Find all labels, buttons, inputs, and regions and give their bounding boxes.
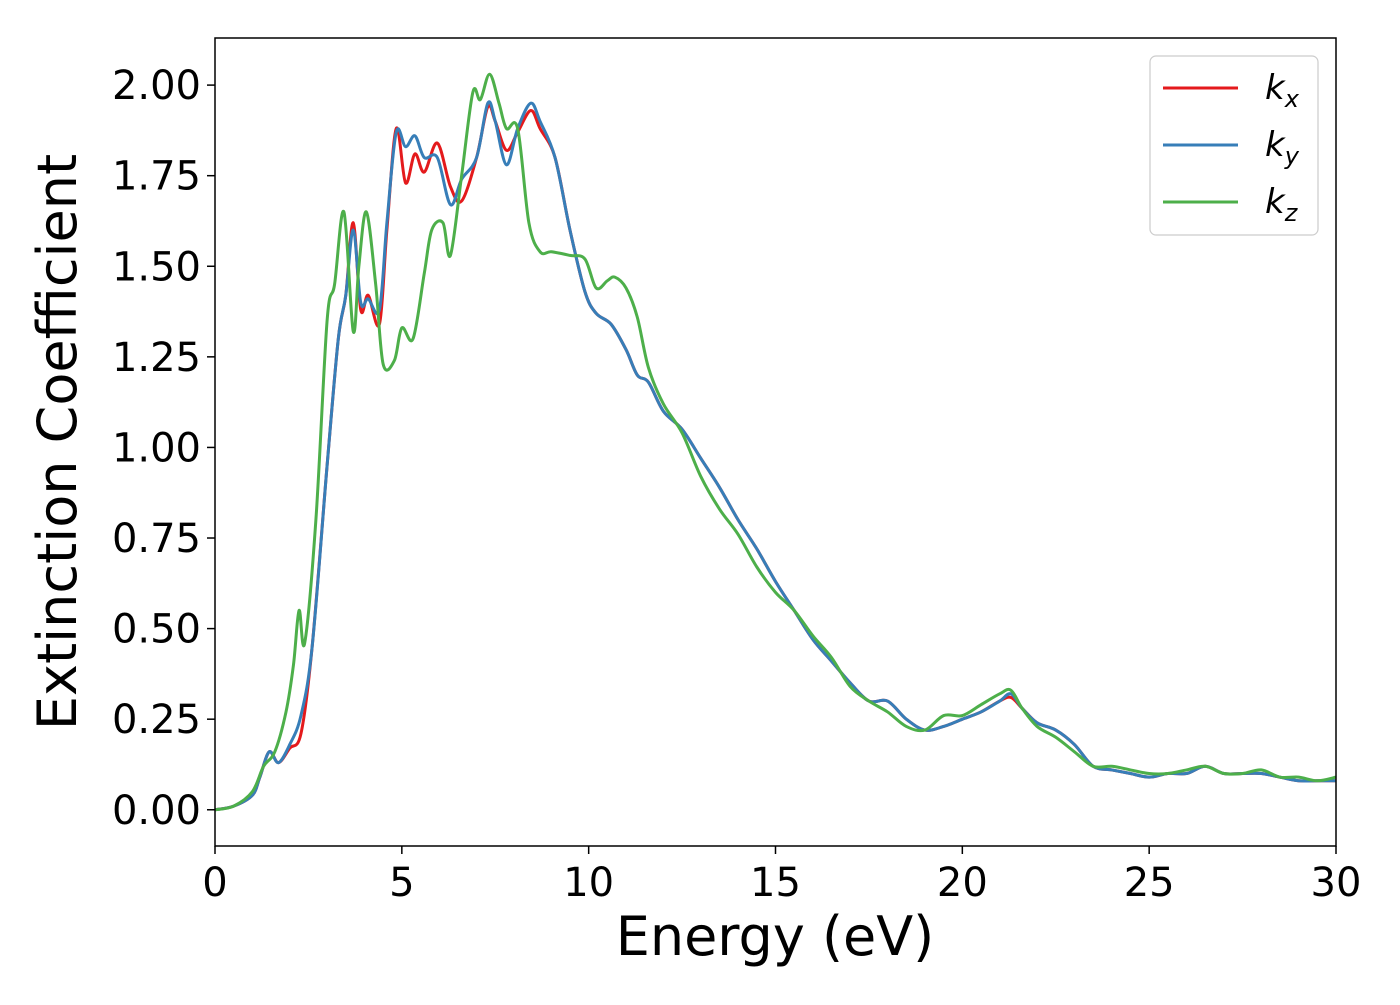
y-tick-label: 0.50 [112, 607, 201, 653]
y-axis-label: Extinction Coefficient [26, 154, 89, 730]
x-tick-label: 25 [1124, 860, 1175, 906]
x-tick-label: 20 [937, 860, 988, 906]
y-tick-label: 1.25 [112, 335, 201, 381]
y-tick-label: 0.00 [112, 788, 201, 834]
y-tick-label: 0.75 [112, 516, 201, 562]
x-tick-label: 30 [1311, 860, 1362, 906]
series-line-z [214, 72, 1337, 812]
x-tick-label: 0 [202, 860, 227, 906]
y-tick-label: 2.00 [112, 63, 201, 109]
x-tick-label: 15 [750, 860, 801, 906]
y-tick-label: 1.00 [112, 425, 201, 471]
x-tick-label: 5 [389, 860, 414, 906]
x-tick-label: 10 [563, 860, 614, 906]
y-tick-label: 1.75 [112, 154, 201, 200]
y-tick-label: 1.50 [112, 244, 201, 290]
x-axis-label: Energy (eV) [616, 905, 935, 968]
legend-label-y: ky [1265, 125, 1300, 170]
legend-subscript: x [1284, 85, 1300, 113]
y-tick-label: 0.25 [112, 697, 201, 743]
legend-subscript: z [1284, 199, 1299, 227]
ticks-layer: 0 5 10 15 20 25 30 0.00 0.25 0.50 0.75 1.00 1.25 1.50… [112, 63, 1362, 906]
legend-subscript: y [1284, 142, 1300, 170]
series-layer [214, 72, 1337, 812]
